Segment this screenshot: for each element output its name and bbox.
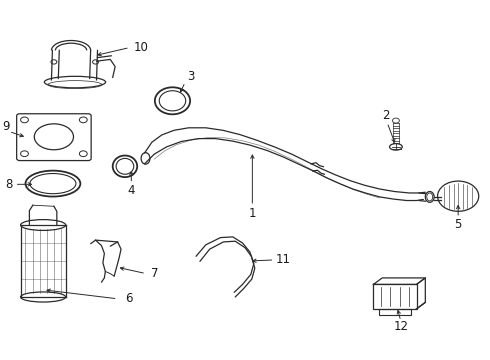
Text: 12: 12 xyxy=(393,320,408,333)
Text: 1: 1 xyxy=(248,207,256,220)
Text: 7: 7 xyxy=(150,267,158,280)
Text: 4: 4 xyxy=(127,184,135,197)
Text: 10: 10 xyxy=(134,41,148,54)
Text: 9: 9 xyxy=(2,120,10,133)
Text: 5: 5 xyxy=(454,218,462,231)
Text: 6: 6 xyxy=(124,292,132,305)
Bar xyxy=(373,284,416,309)
Text: 8: 8 xyxy=(5,178,13,191)
Bar xyxy=(379,309,411,315)
Text: 3: 3 xyxy=(187,70,195,83)
Text: 2: 2 xyxy=(382,109,390,122)
Text: 11: 11 xyxy=(276,253,291,266)
